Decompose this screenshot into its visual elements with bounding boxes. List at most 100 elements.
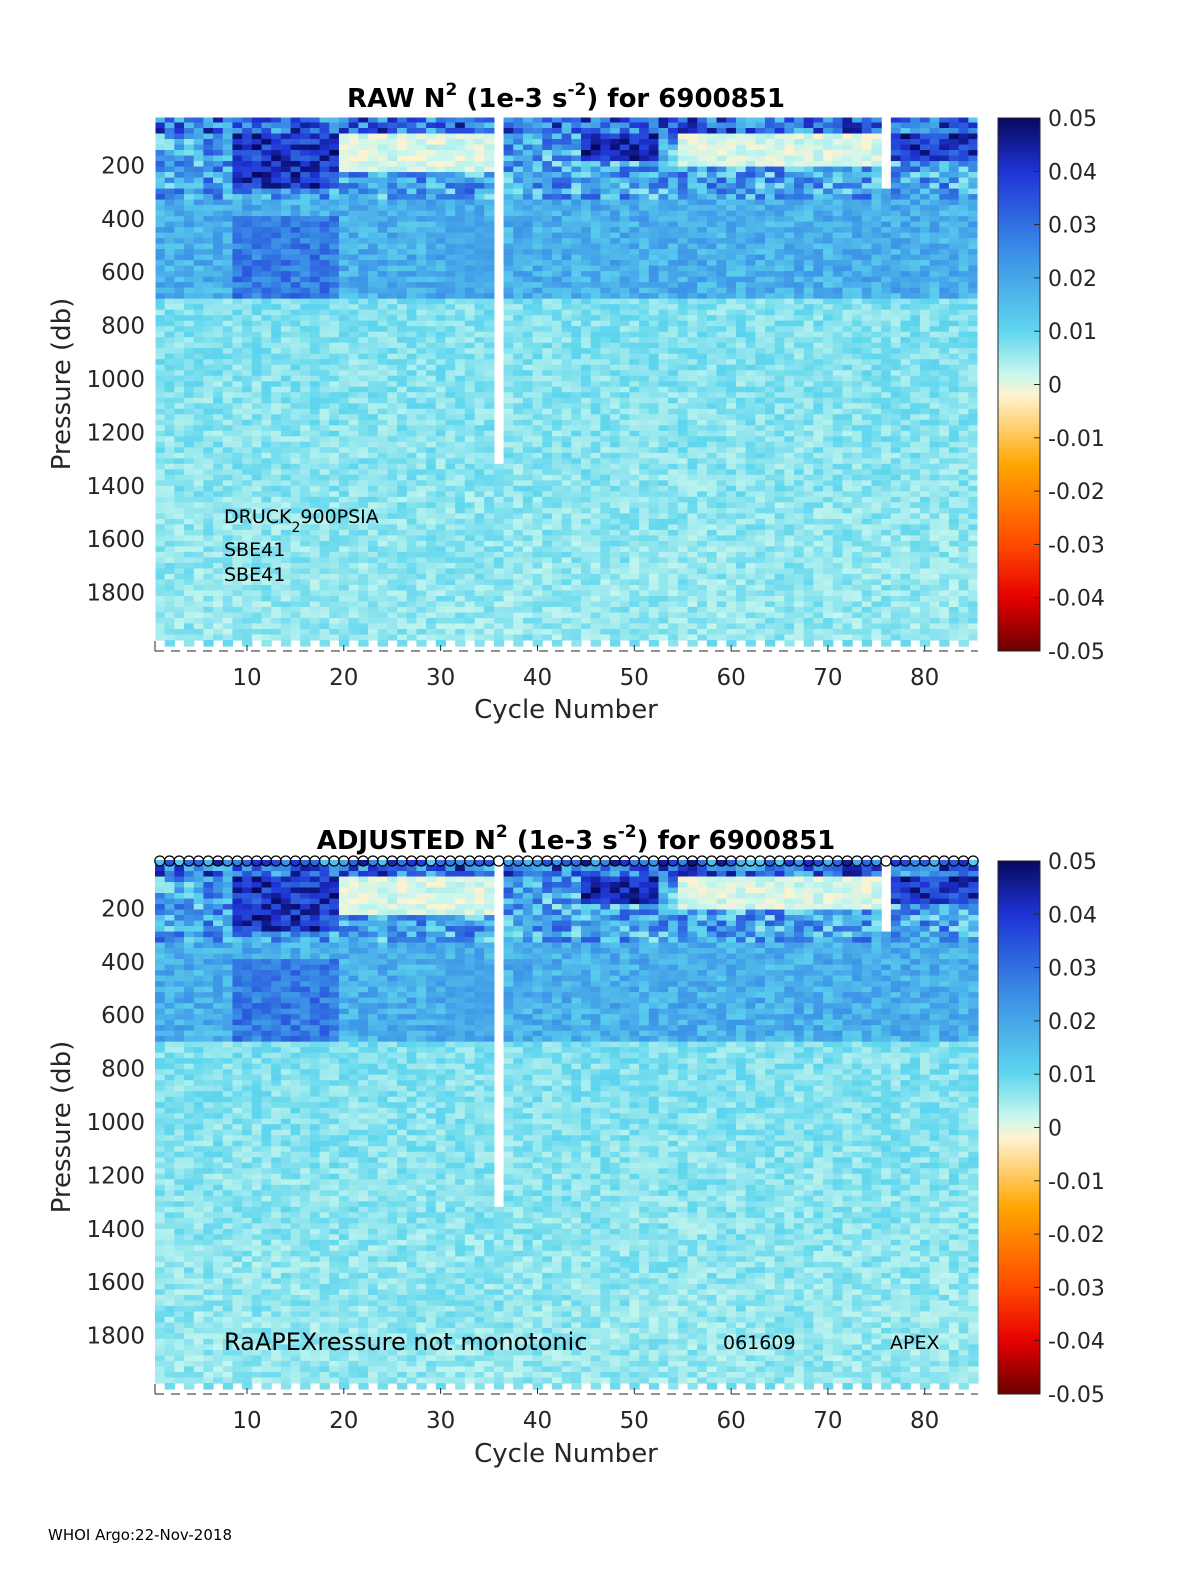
heatmap-cell [222, 326, 234, 333]
heatmap-cell [251, 133, 263, 140]
heatmap-cell [329, 117, 340, 124]
heatmap-cell [358, 260, 369, 267]
heatmap-cell [280, 260, 292, 267]
heatmap-cell [581, 276, 592, 283]
heatmap-cell [251, 502, 263, 509]
heatmap-cell [193, 579, 205, 586]
heatmap-cell [319, 353, 330, 360]
heatmap-cell [474, 502, 485, 509]
heatmap-cell [155, 337, 166, 344]
heatmap-cell [300, 628, 311, 636]
heatmap-cell [309, 128, 321, 135]
heatmap-cell [261, 436, 272, 443]
heatmap-cell [416, 573, 427, 581]
heatmap-cell [406, 359, 418, 366]
heatmap-cell [193, 216, 205, 223]
heatmap-cell [319, 524, 330, 531]
heatmap-cell [571, 293, 582, 300]
heatmap-cell [300, 309, 311, 316]
heatmap-cell [464, 139, 476, 146]
heatmap-cell [368, 172, 379, 179]
heatmap-cell [377, 474, 388, 481]
heatmap-cell [203, 568, 214, 575]
heatmap-cell [242, 364, 253, 371]
heatmap-cell [571, 117, 582, 124]
heatmap-cell [435, 474, 447, 481]
heatmap-cell [251, 166, 263, 173]
heatmap-cell [474, 150, 485, 157]
heatmap-cell [203, 595, 214, 603]
heatmap-cell [571, 337, 582, 344]
heatmap-cell [610, 496, 621, 503]
heatmap-cell [174, 177, 185, 184]
heatmap-cell [184, 601, 195, 608]
heatmap-cell [619, 271, 631, 278]
heatmap-cell [222, 623, 234, 630]
heatmap-cell [387, 144, 398, 151]
heatmap-cell [358, 623, 369, 630]
heatmap-cell [387, 260, 398, 267]
heatmap-cell [309, 623, 321, 630]
heatmap-cell [261, 447, 272, 454]
heatmap-cell [309, 238, 321, 245]
heatmap-cell [319, 232, 330, 239]
heatmap-cell [513, 606, 524, 614]
heatmap-cell [338, 315, 350, 322]
heatmap-cell [193, 150, 205, 157]
heatmap-cell [290, 117, 301, 124]
heatmap-cell [464, 254, 476, 261]
heatmap-cell [387, 617, 398, 625]
heatmap-cell [590, 337, 601, 344]
heatmap-cell [348, 458, 359, 465]
heatmap-cell [368, 221, 379, 228]
heatmap-cell [184, 414, 195, 421]
heatmap-cell [290, 590, 301, 597]
heatmap-cell [387, 326, 398, 333]
heatmap-cell [242, 249, 253, 256]
heatmap-cell [261, 540, 272, 548]
heatmap-cell [368, 331, 379, 338]
heatmap-cell [387, 452, 398, 459]
heatmap-cell [348, 562, 359, 570]
heatmap-cell [522, 337, 534, 344]
heatmap-cell [348, 271, 359, 278]
heatmap-cell [338, 425, 350, 432]
heatmap-cell [319, 562, 330, 570]
heatmap-cell [658, 485, 669, 492]
heatmap-cell [464, 579, 476, 586]
heatmap-cell [590, 227, 601, 234]
heatmap-cell [658, 612, 669, 619]
heatmap-cell [571, 469, 582, 476]
heatmap-cell [561, 337, 572, 344]
heatmap-cell [251, 612, 263, 619]
heatmap-cell [348, 177, 359, 184]
heatmap-cell [203, 584, 214, 592]
heatmap-cell [329, 590, 340, 597]
heatmap-cell [464, 359, 476, 366]
heatmap-cell [581, 584, 592, 592]
heatmap-cell [329, 210, 340, 217]
heatmap-cell [203, 562, 214, 570]
heatmap-cell [639, 557, 650, 564]
heatmap-cell [358, 370, 369, 377]
heatmap-cell [629, 282, 640, 289]
heatmap-cell [658, 623, 669, 630]
heatmap-cell [435, 573, 447, 581]
heatmap-cell [551, 529, 563, 536]
heatmap-cell [571, 155, 582, 162]
heatmap-cell [522, 590, 534, 597]
heatmap-cell [397, 469, 408, 476]
heatmap-cell [222, 507, 234, 514]
heatmap-cell [397, 441, 408, 448]
heatmap-cell [387, 293, 398, 300]
heatmap-cell [406, 260, 418, 267]
heatmap-cell [164, 447, 175, 454]
title-raw: RAW N2 (1e-3 s-2) for 6900851 [347, 80, 785, 114]
heatmap-cell [503, 216, 514, 223]
heatmap-cell [222, 216, 234, 223]
heatmap-cell [290, 232, 301, 239]
heatmap-cell [232, 518, 243, 525]
heatmap-cell [542, 227, 553, 234]
heatmap-cell [232, 535, 243, 542]
heatmap-cell [484, 606, 495, 614]
